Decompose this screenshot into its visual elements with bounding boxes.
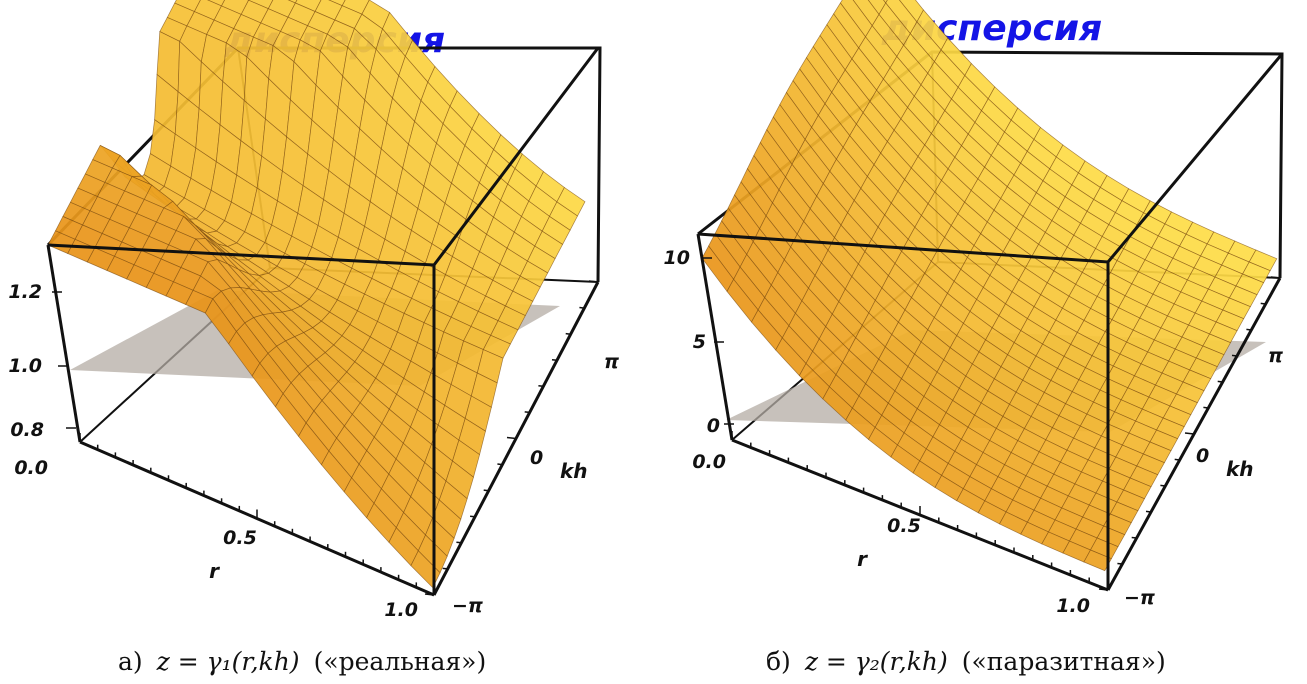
y-axis-ticks (424, 280, 599, 596)
y-tick-mark (1160, 484, 1166, 487)
x-axis-ticks (79, 433, 435, 595)
z-axis (702, 257, 734, 425)
y-tick-label: 0 (530, 447, 543, 469)
caption-label: а) (118, 647, 143, 676)
y-tick-mark (1270, 276, 1281, 279)
x-tick-label: 0.0 (692, 451, 726, 473)
y-tick-label: 0 (1196, 445, 1209, 467)
caption-label: б) (766, 647, 791, 676)
y-tick-mark (470, 515, 476, 518)
chart-panel-b: дисперсия 10 5 0 0.0 0.5 1.0 r −π (664, 0, 1284, 676)
y-tick-mark (579, 306, 585, 309)
x-axis-label: r (209, 559, 220, 583)
y-tick-label: −π (452, 595, 483, 617)
chart-panel-a: дисперсия 1.2 1.0 0.8 0.0 (8, 0, 619, 676)
y-tick-mark (1231, 354, 1238, 357)
y-tick-label: π (1268, 345, 1283, 367)
z-tick-label: 10 (664, 247, 690, 269)
surface-mesh (701, 0, 1278, 572)
z-axis (52, 291, 76, 429)
y-tick-mark (456, 541, 462, 544)
y-tick-mark (1246, 328, 1252, 331)
x-tick-label: 0.0 (14, 457, 48, 479)
y-tick-mark (1174, 458, 1180, 461)
x-tick-label: 1.0 (384, 599, 418, 621)
y-axis-label: kh (560, 459, 588, 483)
y-axis-label: kh (1226, 457, 1254, 481)
y-tick-label: −π (1124, 587, 1155, 609)
y-tick-mark (506, 436, 517, 440)
y-tick-mark (483, 489, 489, 492)
y-tick-mark (588, 280, 599, 283)
y-tick-mark (1184, 432, 1195, 435)
caption-formula: z = γ₂(r,kh) (804, 647, 948, 676)
z-tick-label: 1.2 (8, 281, 42, 303)
caption-b: б) z = γ₂(r,kh) («паразитная») (766, 647, 1166, 676)
y-tick-mark (565, 332, 571, 335)
x-axis-ticks (731, 431, 1109, 590)
y-tick-mark (442, 567, 448, 570)
caption-formula: z = γ₁(r,kh) (156, 647, 300, 676)
z-tick-label: 0 (707, 415, 720, 437)
y-tick-mark (497, 463, 503, 466)
y-tick-mark (1260, 302, 1266, 305)
y-tick-mark (551, 358, 558, 362)
caption-note: («паразитная») (962, 647, 1166, 676)
y-tick-mark (1131, 536, 1137, 539)
y-tick-mark (1117, 562, 1123, 565)
caption-note: («реальная») (314, 647, 487, 676)
y-tick-mark (1203, 406, 1209, 409)
y-tick-label: π (604, 351, 619, 373)
z-tick-label: 0.8 (10, 419, 44, 441)
surface-patch (1083, 549, 1112, 572)
y-tick-mark (1098, 588, 1109, 591)
y-axis-ticks (1098, 276, 1281, 591)
x-tick-label: 1.0 (1056, 595, 1090, 617)
y-tick-mark (1145, 510, 1152, 513)
x-axis-label: r (857, 547, 868, 571)
x-tick-label: 0.5 (223, 527, 257, 549)
z-tick-label: 1.0 (8, 355, 42, 377)
z-tick-label: 5 (693, 331, 706, 353)
y-tick-mark (424, 593, 435, 596)
y-tick-mark (1217, 380, 1223, 383)
y-tick-mark (538, 385, 544, 388)
x-tick-label: 0.5 (887, 515, 921, 537)
caption-a: а) z = γ₁(r,kh) («реальная») (118, 647, 486, 676)
surface-mesh (47, 0, 586, 589)
y-tick-mark (524, 411, 530, 414)
